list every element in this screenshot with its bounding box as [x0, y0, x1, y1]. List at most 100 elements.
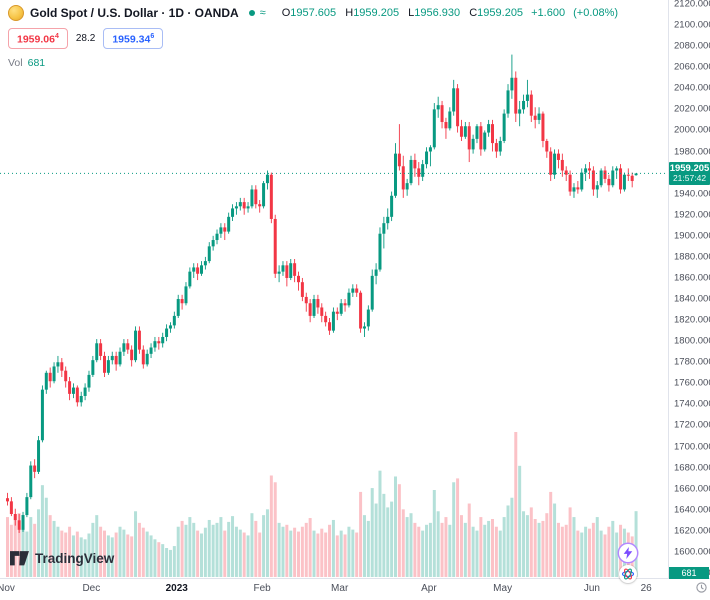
candle-body: [308, 303, 312, 316]
candle-body: [452, 88, 456, 112]
volume-bar: [6, 517, 9, 577]
candle-body: [386, 216, 390, 224]
volume-bar: [603, 534, 607, 577]
volume-bar: [17, 513, 21, 577]
lightning-fab-button[interactable]: [619, 544, 637, 562]
candle-body: [382, 223, 386, 234]
last-price-tag[interactable]: 1959.205 21:57:42: [669, 162, 710, 186]
candle-body: [25, 497, 29, 516]
candlestick-plot[interactable]: [0, 0, 668, 578]
candle-body: [56, 362, 60, 367]
volume-bar: [413, 522, 417, 577]
candle-body: [328, 322, 332, 331]
tradingview-logo-icon: [10, 551, 29, 566]
price-tick-label: 2020.000: [674, 103, 710, 115]
volume-bar: [560, 526, 564, 577]
candle-body: [33, 465, 37, 472]
volume-bar: [397, 484, 401, 577]
volume-indicator-legend[interactable]: Vol 681: [8, 57, 618, 69]
volume-bar: [118, 526, 122, 577]
volume-bar: [417, 526, 421, 577]
price-tick-label: 1640.000: [674, 504, 710, 516]
high-value: 1959.205: [353, 7, 400, 19]
volume-bar: [335, 535, 339, 577]
volume-bar: [347, 526, 351, 577]
symbol-title[interactable]: Gold Spot / U.S. Dollar · 1D · OANDA: [30, 6, 239, 20]
volume-bar: [234, 526, 238, 577]
volume-axis-tag: 681: [669, 567, 709, 579]
volume-bar: [188, 517, 192, 577]
volume-bar: [258, 532, 262, 577]
volume-bar: [91, 522, 95, 577]
buy-button[interactable]: 1959.346: [103, 28, 164, 49]
volume-bar: [382, 493, 386, 577]
volume-bar: [444, 517, 448, 577]
volume-bar: [518, 465, 522, 577]
candle-body: [494, 143, 498, 152]
candle-body: [479, 126, 483, 150]
candle-body: [215, 233, 219, 241]
volume-bar: [153, 539, 157, 577]
candle-body: [134, 330, 138, 361]
volume-bar: [339, 530, 343, 577]
globe-fab-button[interactable]: [619, 565, 637, 583]
candle-body: [48, 372, 52, 382]
volume-bar: [510, 497, 514, 577]
candle-body: [269, 174, 273, 219]
price-tick-label: 1760.000: [674, 377, 710, 389]
candle-body: [234, 206, 238, 209]
volume-bar: [242, 532, 246, 577]
candle-body: [428, 147, 432, 152]
volume-bar: [196, 530, 200, 577]
candle-body: [300, 282, 304, 297]
candle-body: [471, 138, 475, 150]
candle-body: [87, 374, 91, 388]
change-value: +1.600: [531, 7, 566, 19]
volume-bar: [126, 534, 130, 577]
candle-body: [126, 343, 130, 350]
candle-body: [196, 267, 200, 274]
quick-actions-icon[interactable]: ≈: [259, 7, 266, 19]
time-axis[interactable]: Nov Dec 2023 Feb Mar Apr May Jun 26: [0, 578, 710, 600]
candle-body: [168, 325, 172, 329]
candle-body: [130, 349, 134, 361]
volume-bar: [262, 515, 266, 577]
price-axis[interactable]: 2120.000 2100.000 2080.000 2060.000 2040.000…: [668, 0, 710, 579]
candle-body: [634, 173, 638, 176]
volume-bar: [514, 432, 518, 577]
high-label: H: [345, 7, 354, 19]
candle-body: [71, 387, 75, 394]
volume-bar: [452, 482, 456, 577]
volume-bar: [99, 526, 103, 577]
volume-bar: [634, 511, 638, 577]
candle-body: [211, 240, 215, 247]
change-percent: (+0.08%): [573, 7, 619, 19]
volume-bar: [52, 520, 56, 577]
volume-bar: [545, 513, 549, 577]
candle-body: [180, 299, 184, 304]
volume-bar: [611, 520, 615, 577]
volume-bar: [29, 517, 33, 577]
volume-bar: [502, 517, 506, 577]
price-tick-label: 1680.000: [674, 462, 710, 474]
volume-bar: [378, 470, 382, 577]
candle-body: [553, 153, 557, 175]
buy-pip: 6: [150, 33, 155, 40]
tradingview-logo[interactable]: TradingView: [10, 551, 114, 566]
volume-bar: [541, 520, 545, 577]
candle-body: [242, 202, 246, 209]
volume-bar: [572, 517, 576, 577]
axis-settings-icon[interactable]: [695, 581, 708, 594]
candle-body: [277, 271, 281, 274]
candle-body: [359, 292, 363, 329]
volume-bar: [223, 530, 227, 577]
volume-bar: [211, 524, 215, 577]
candle-body: [316, 299, 320, 308]
sell-button[interactable]: 1959.064: [8, 28, 68, 49]
candle-body: [339, 303, 343, 314]
volume-bar: [580, 532, 584, 577]
volume-bar: [219, 517, 223, 577]
candle-body: [75, 387, 79, 403]
bar-close-countdown: 21:57:42: [672, 173, 707, 184]
price-tick-label: 1820.000: [674, 314, 710, 326]
